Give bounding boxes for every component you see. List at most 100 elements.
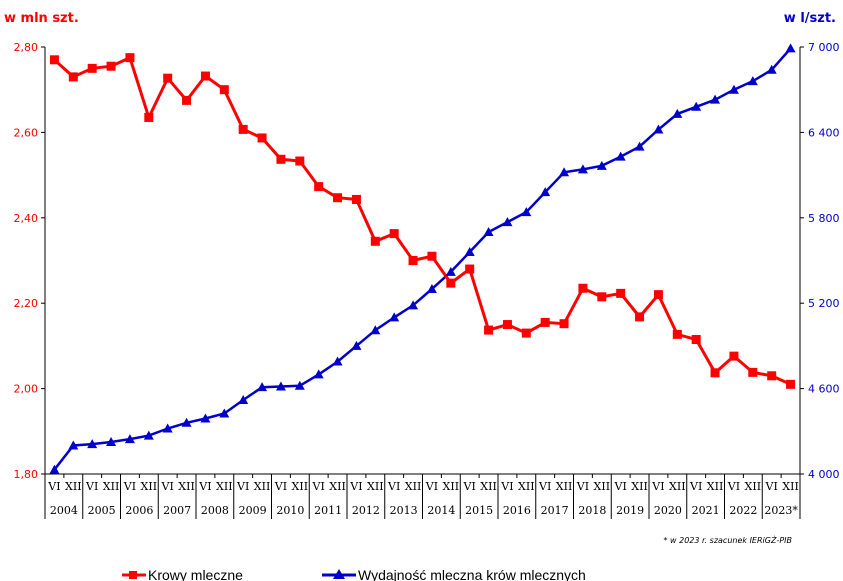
data-point-wydajnosc (747, 76, 758, 86)
data-point-wydajnosc (200, 413, 211, 423)
x-year-label: 2021 (692, 504, 720, 517)
x-axis: VI XII VI XII VI XII VI XII VI XII VI XII VI XII VI XII… (44, 474, 801, 519)
data-point-krowy (446, 278, 456, 288)
data-point-wydajnosc (596, 160, 607, 170)
data-point-wydajnosc (257, 382, 268, 392)
x-sub-label: XII (669, 480, 686, 493)
x-sub-label: XII (707, 480, 724, 493)
x-sub-label: VI (727, 480, 740, 493)
x-sub-label: VI (123, 480, 136, 493)
data-point-wydajnosc (615, 151, 626, 161)
data-point-krowy (767, 371, 777, 381)
y-right-tick-label: 6 400 (808, 126, 840, 139)
legend-label-krowy: Krowy mleczne (148, 567, 243, 581)
data-point-krowy (144, 112, 154, 122)
x-sub-label: VI (274, 480, 287, 493)
x-sub-label: XII (103, 480, 120, 493)
data-point-krowy (653, 290, 663, 300)
data-point-krowy (125, 53, 135, 63)
y-left-tick-label: 2,40 (14, 212, 39, 225)
x-sub-label: VI (651, 480, 664, 493)
legend-marker-krowy (129, 571, 137, 579)
data-point-krowy (465, 264, 475, 274)
data-point-krowy (691, 334, 701, 344)
x-sub-label: VI (765, 480, 778, 493)
data-point-krowy (106, 61, 116, 71)
data-point-krowy (578, 283, 588, 293)
data-point-krowy (182, 95, 192, 105)
data-point-wydajnosc (181, 417, 192, 427)
data-point-wydajnosc (389, 312, 400, 322)
x-sub-label: VI (387, 480, 400, 493)
data-point-wydajnosc (332, 356, 343, 366)
x-year-label: 2016 (503, 504, 531, 517)
data-point-krowy (238, 124, 248, 134)
data-point-wydajnosc (219, 408, 230, 418)
data-point-krowy (370, 236, 380, 246)
x-year-label: 2023* (764, 504, 798, 517)
x-sub-label: VI (538, 480, 551, 493)
data-point-krowy (672, 329, 682, 339)
x-year-label: 2014 (427, 504, 455, 517)
data-point-wydajnosc (68, 440, 79, 450)
series-line-wydajnosc (53, 47, 792, 471)
data-point-krowy (408, 256, 418, 265)
x-year-label: 2010 (276, 504, 304, 517)
data-point-wydajnosc (672, 108, 683, 118)
x-sub-label: XII (65, 480, 82, 493)
data-point-wydajnosc (351, 340, 362, 350)
x-year-label: 2020 (654, 504, 682, 517)
x-sub-label: XII (745, 480, 762, 493)
data-point-krowy (616, 288, 626, 298)
data-point-krowy (427, 251, 437, 261)
y-right-tick-label: 4 000 (808, 468, 840, 481)
x-year-label: 2009 (239, 504, 267, 517)
data-point-krowy (219, 85, 229, 95)
x-sub-label: XII (631, 480, 648, 493)
data-point-wydajnosc (464, 246, 475, 256)
y-left-tick-label: 2,80 (14, 41, 39, 54)
x-sub-label: XII (405, 480, 422, 493)
y-left-axis-title: w mln szt. (4, 11, 79, 26)
series-lines (49, 43, 796, 474)
y-right-tick-label: 5 800 (808, 212, 840, 225)
x-sub-label: VI (425, 480, 438, 493)
data-point-krowy (597, 292, 607, 302)
series-line-krowy (53, 55, 792, 386)
data-point-wydajnosc (710, 94, 721, 104)
data-point-krowy (502, 320, 512, 330)
data-point-krowy (163, 73, 173, 83)
data-point-wydajnosc (653, 124, 664, 134)
y-right-tick-label: 5 200 (808, 297, 840, 310)
data-point-krowy (786, 379, 796, 389)
x-sub-label: VI (85, 480, 98, 493)
x-sub-label: VI (236, 480, 249, 493)
data-point-wydajnosc (728, 84, 739, 94)
y-left-tick-label: 2,00 (14, 383, 39, 396)
data-point-krowy (314, 182, 324, 192)
data-point-wydajnosc (445, 266, 456, 276)
data-point-wydajnosc (540, 187, 551, 197)
data-point-krowy (748, 367, 758, 377)
x-sub-label: XII (141, 480, 158, 493)
data-point-wydajnosc (124, 434, 135, 444)
data-point-krowy (333, 193, 343, 203)
data-point-wydajnosc (294, 380, 305, 390)
data-point-krowy (87, 63, 97, 73)
data-point-krowy (389, 229, 399, 239)
legend: Krowy mleczne Wydajność mleczna krów mle… (122, 567, 586, 581)
x-sub-label: XII (518, 480, 535, 493)
x-sub-label: XII (367, 480, 384, 493)
y-left-tick-label: 2,60 (14, 126, 39, 139)
x-sub-label: XII (594, 480, 611, 493)
data-point-wydajnosc (691, 101, 702, 111)
data-point-wydajnosc (238, 394, 249, 404)
data-point-krowy (295, 156, 305, 166)
legend-label-wydajnosc: Wydajność mleczna krów mlecznych (358, 567, 586, 581)
x-sub-label: XII (292, 480, 309, 493)
y-right-tick-label: 4 600 (808, 383, 840, 396)
y-right-tick-label: 7 000 (808, 41, 840, 54)
data-point-wydajnosc (275, 381, 286, 391)
data-point-krowy (200, 71, 210, 81)
data-point-wydajnosc (577, 164, 588, 174)
